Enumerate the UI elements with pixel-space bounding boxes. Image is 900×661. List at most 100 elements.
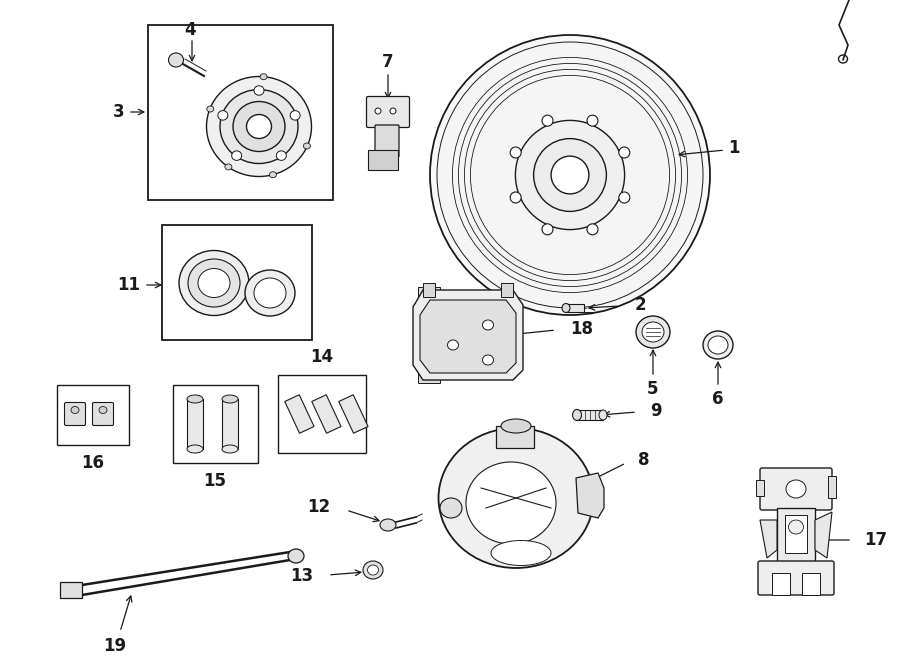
Ellipse shape — [269, 172, 276, 178]
Ellipse shape — [245, 270, 295, 316]
Text: 8: 8 — [638, 451, 650, 469]
Text: 18: 18 — [570, 320, 593, 338]
Bar — [162, 225, 312, 340]
Polygon shape — [815, 512, 832, 558]
Ellipse shape — [390, 108, 396, 114]
Polygon shape — [311, 395, 341, 433]
Polygon shape — [284, 395, 314, 433]
Bar — [148, 25, 333, 200]
Text: 15: 15 — [203, 472, 227, 490]
Ellipse shape — [233, 102, 285, 151]
Text: 4: 4 — [184, 21, 196, 39]
Ellipse shape — [599, 410, 607, 420]
Text: 19: 19 — [104, 637, 127, 655]
Text: 13: 13 — [290, 567, 313, 585]
Bar — [173, 385, 258, 463]
Text: 14: 14 — [310, 348, 334, 366]
Text: 10: 10 — [767, 0, 790, 2]
Ellipse shape — [260, 73, 267, 80]
Text: 9: 9 — [650, 402, 662, 420]
Ellipse shape — [534, 139, 607, 212]
Ellipse shape — [188, 259, 240, 307]
Polygon shape — [338, 395, 368, 433]
Ellipse shape — [222, 445, 238, 453]
Ellipse shape — [703, 331, 733, 359]
Text: 16: 16 — [82, 454, 104, 472]
Bar — [501, 283, 513, 297]
Ellipse shape — [788, 520, 804, 534]
Ellipse shape — [168, 53, 184, 67]
Ellipse shape — [288, 549, 304, 563]
Ellipse shape — [542, 115, 553, 126]
Ellipse shape — [501, 419, 531, 433]
Ellipse shape — [636, 316, 670, 348]
Ellipse shape — [380, 519, 396, 531]
Ellipse shape — [220, 89, 298, 163]
Ellipse shape — [619, 192, 630, 203]
Bar — [60, 582, 82, 598]
FancyBboxPatch shape — [760, 468, 832, 510]
Ellipse shape — [363, 561, 383, 579]
Ellipse shape — [491, 541, 551, 566]
Ellipse shape — [466, 462, 556, 544]
Bar — [777, 508, 815, 563]
Ellipse shape — [619, 147, 630, 158]
Bar — [802, 573, 820, 595]
Ellipse shape — [367, 565, 379, 575]
Text: 2: 2 — [635, 296, 646, 314]
Ellipse shape — [440, 498, 462, 518]
Bar — [496, 426, 534, 448]
Ellipse shape — [542, 224, 553, 235]
FancyBboxPatch shape — [93, 403, 113, 426]
Ellipse shape — [562, 303, 570, 313]
Text: 5: 5 — [647, 380, 659, 398]
Ellipse shape — [206, 77, 311, 176]
Ellipse shape — [642, 322, 664, 342]
Bar — [423, 283, 435, 297]
Ellipse shape — [516, 120, 625, 229]
Ellipse shape — [438, 428, 593, 568]
Ellipse shape — [247, 114, 272, 139]
Ellipse shape — [179, 251, 249, 315]
Text: 11: 11 — [117, 276, 140, 294]
Ellipse shape — [482, 355, 493, 365]
Ellipse shape — [572, 410, 581, 420]
Ellipse shape — [276, 151, 286, 161]
Bar — [187, 399, 203, 449]
Bar — [828, 476, 836, 498]
Ellipse shape — [198, 268, 230, 297]
Ellipse shape — [510, 192, 521, 203]
Ellipse shape — [222, 395, 238, 403]
Ellipse shape — [254, 278, 286, 308]
FancyBboxPatch shape — [758, 561, 834, 595]
Text: 7: 7 — [382, 53, 394, 71]
Text: 6: 6 — [712, 390, 724, 408]
Bar — [756, 480, 764, 496]
Polygon shape — [418, 287, 440, 383]
FancyBboxPatch shape — [366, 97, 410, 128]
Ellipse shape — [447, 340, 458, 350]
Text: 12: 12 — [307, 498, 330, 516]
Ellipse shape — [510, 147, 521, 158]
Ellipse shape — [187, 445, 203, 453]
FancyBboxPatch shape — [65, 403, 86, 426]
Ellipse shape — [708, 336, 728, 354]
Polygon shape — [420, 300, 516, 373]
Ellipse shape — [254, 86, 264, 95]
Text: 17: 17 — [864, 531, 887, 549]
Bar — [566, 304, 584, 312]
Ellipse shape — [786, 480, 806, 498]
Bar — [222, 399, 238, 449]
Ellipse shape — [290, 110, 300, 120]
Ellipse shape — [303, 143, 310, 149]
Ellipse shape — [231, 151, 242, 161]
Ellipse shape — [375, 108, 381, 114]
Ellipse shape — [587, 115, 598, 126]
Bar — [278, 375, 366, 453]
Ellipse shape — [587, 224, 598, 235]
Polygon shape — [413, 290, 523, 380]
Ellipse shape — [430, 35, 710, 315]
Bar — [772, 573, 790, 595]
Ellipse shape — [187, 395, 203, 403]
Polygon shape — [576, 473, 604, 518]
